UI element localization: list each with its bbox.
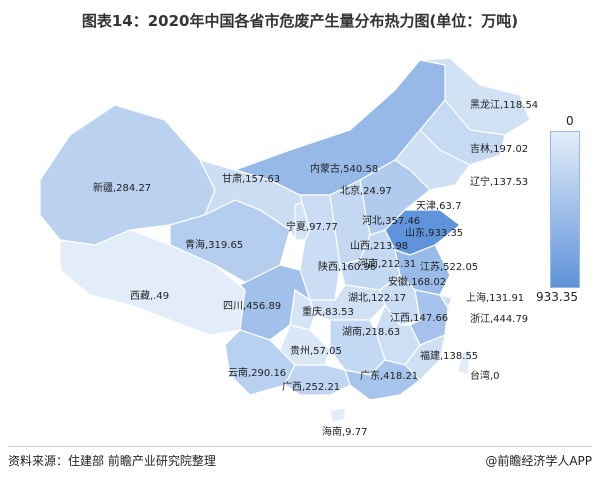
province-甘肃 [198,159,311,241]
province-label: 陕西,160.96 [318,262,377,273]
source-note: 资料来源：住建部 前瞻产业研究院整理 [8,454,216,468]
province-label: 湖南,218.63 [342,327,401,338]
province-label: 内蒙古,540.58 [310,164,379,175]
province-台湾 [457,349,471,376]
province-label: 北京,24.97 [340,186,392,197]
province-广西 [284,364,351,396]
province-label: 广西,252.21 [282,382,341,393]
province-label: 上海,131.91 [466,293,525,304]
province-label: 吉林,197.02 [470,144,529,155]
province-label: 安徽,168.02 [388,277,447,288]
color-legend [550,131,580,288]
province-重庆 [289,288,316,331]
province-label: 湖北,122.17 [348,293,407,304]
province-label: 四川,456.89 [223,301,282,312]
credit-note: @前瞻经济学人APP [485,454,592,468]
province-label: 广东,418.21 [360,371,419,382]
province-label: 云南,290.16 [228,368,287,379]
province-label: 山东,933.35 [405,228,464,239]
province-label: 江西,147.66 [390,313,449,324]
province-label: 台湾,0 [470,371,500,382]
province-label: 宁夏,97.77 [286,222,338,233]
province-label: 重庆,83.53 [302,307,354,318]
legend-max: 933.35 [536,290,578,304]
province-label: 福建,138.55 [420,351,479,362]
province-label: 山西,213.98 [350,241,409,252]
province-label: 天津,63.7 [416,201,462,212]
province-label: 西藏,.49 [130,291,170,302]
footer-divider [8,446,592,447]
province-label: 河北,357.46 [362,216,421,227]
province-label: 贵州,57.05 [290,346,342,357]
province-label: 黑龙江,118.54 [470,100,539,111]
province-海南 [329,407,346,423]
province-label: 浙江,444.79 [470,314,529,325]
province-label: 河南,212.31 [358,259,417,270]
province-label: 江苏,522.05 [420,262,479,273]
province-广东 [344,359,421,401]
province-label: 甘肃,157.63 [222,174,281,185]
province-label: 辽宁,137.53 [470,177,529,188]
chart-title: 图表14：2020年中国各省市危废产生量分布热力图(单位：万吨) [81,12,519,30]
province-label: 新疆,284.27 [93,183,152,194]
province-label: 青海,319.65 [185,240,244,251]
legend-min: 0 [566,114,574,128]
province-label: 海南,9.77 [322,427,368,438]
